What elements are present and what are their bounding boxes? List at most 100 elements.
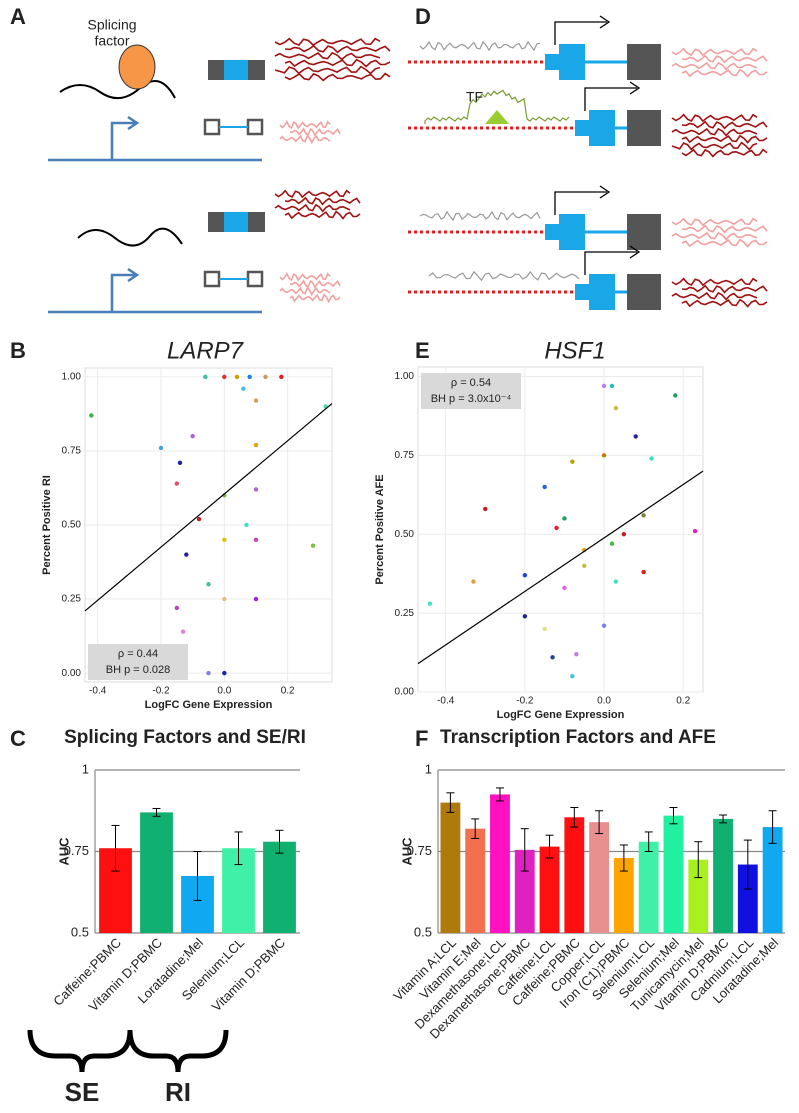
exon-small — [575, 284, 589, 300]
point — [641, 513, 646, 518]
transcript — [671, 61, 758, 71]
panel-letter: C — [10, 726, 26, 751]
exon — [224, 212, 248, 232]
intron-box — [246, 270, 264, 288]
tf-signal — [424, 89, 570, 124]
transcript — [279, 272, 331, 282]
point — [310, 543, 316, 548]
point — [206, 582, 211, 587]
point — [247, 374, 252, 380]
exon — [224, 60, 248, 80]
exon-small — [545, 224, 559, 240]
x-axis-label: LogFC Gene Expression — [497, 709, 625, 721]
point — [89, 413, 94, 418]
y-axis-label: AUC — [56, 837, 71, 866]
point — [522, 614, 528, 619]
point — [184, 552, 189, 557]
point — [203, 374, 208, 380]
point — [158, 445, 164, 451]
chart-title: HSF1 — [544, 337, 605, 364]
bar — [263, 841, 296, 933]
transcript — [671, 217, 758, 227]
transcript — [681, 148, 768, 158]
point — [601, 623, 607, 628]
x-tick-label: -0.2 — [152, 686, 170, 697]
chart-title: Splicing Factors and SE/RI — [64, 727, 306, 748]
transcript — [671, 277, 758, 287]
fit-line — [84, 403, 333, 612]
bar — [713, 818, 733, 933]
annotation-box — [88, 644, 188, 680]
transcript — [274, 37, 381, 47]
arrowhead — [599, 185, 611, 199]
exon — [208, 60, 224, 80]
bar — [465, 828, 486, 933]
point — [609, 383, 615, 389]
y-tick-label: 0.75 — [407, 843, 432, 858]
arrowhead — [629, 245, 641, 259]
y-tick-label: 0.75 — [395, 450, 415, 461]
bar — [490, 794, 510, 933]
point — [253, 487, 259, 492]
exon-big — [589, 110, 615, 146]
promoter-arrow — [110, 121, 135, 160]
bar — [638, 841, 659, 933]
transcript — [681, 134, 768, 144]
x-tick-label: Vitamin D;PBMC — [209, 935, 288, 1014]
transcript — [279, 134, 331, 145]
tss-arrow — [584, 251, 637, 275]
transcript — [274, 189, 351, 199]
y-tick-label: 0.00 — [62, 668, 82, 679]
y-tick-label: 0.50 — [62, 520, 82, 531]
promoter-arrow — [110, 273, 135, 312]
point — [601, 383, 607, 389]
point — [542, 484, 547, 490]
exon-small — [545, 54, 559, 70]
point — [253, 596, 259, 602]
transcript — [284, 44, 391, 54]
x-tick-label: -0.2 — [516, 696, 534, 707]
arrowhead — [629, 81, 641, 95]
transcript — [681, 68, 768, 78]
annotation: ρ = 0.44 — [118, 648, 158, 660]
y-tick-label: 0.75 — [64, 843, 89, 858]
transcript — [284, 72, 391, 82]
panel-letter: D — [415, 4, 431, 29]
bar — [663, 815, 684, 933]
tss-arrow — [554, 21, 607, 45]
tf-label: TF — [466, 89, 483, 105]
point — [180, 629, 186, 634]
y-tick-label: 0.50 — [395, 529, 415, 540]
point — [471, 579, 476, 584]
point — [253, 398, 259, 403]
y-tick-label: 0.25 — [395, 608, 415, 619]
annotation-box — [421, 373, 521, 409]
y-axis-label: Percent Positive AFE — [374, 474, 386, 584]
x-tick-label: 0.0 — [597, 696, 611, 707]
point — [582, 563, 587, 568]
point — [601, 453, 607, 458]
group-label: RI — [165, 1077, 191, 1107]
tss-arrow — [584, 87, 637, 111]
y-tick-label: 1.00 — [395, 371, 415, 382]
transcript — [681, 224, 768, 234]
y-tick-label: 0.5 — [71, 924, 89, 939]
transcript — [274, 65, 381, 75]
annotation: ρ = 0.54 — [451, 377, 491, 389]
bar — [539, 846, 560, 933]
brace — [27, 1029, 133, 1073]
bar — [440, 802, 461, 933]
point — [542, 626, 547, 632]
factor-label: factor — [94, 33, 129, 49]
y-axis-label: Percent Positive RI — [41, 475, 53, 575]
bar — [688, 859, 709, 933]
annotation: BH p = 0.028 — [106, 664, 171, 676]
y-tick-label: 0.75 — [62, 446, 82, 457]
panel-letter: A — [10, 4, 26, 29]
point — [253, 442, 259, 448]
brace — [127, 1029, 229, 1073]
arrowhead — [599, 15, 611, 29]
transcript — [671, 113, 758, 123]
bar — [140, 812, 173, 933]
bar — [737, 864, 758, 933]
